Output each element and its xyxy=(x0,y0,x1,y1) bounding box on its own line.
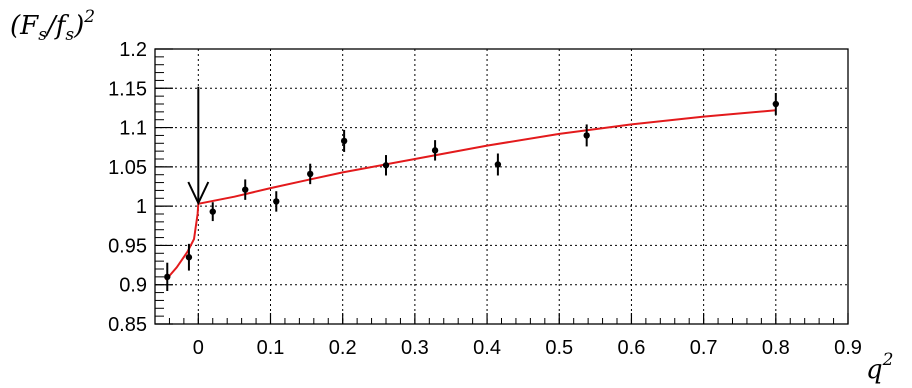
data-point xyxy=(307,170,314,178)
grid-layer xyxy=(155,49,848,324)
x-tick-label: 0.9 xyxy=(834,337,862,359)
data-point xyxy=(185,254,193,261)
x-tick-label: 0.6 xyxy=(618,337,646,359)
y-title-F-sub: s xyxy=(38,25,47,45)
x-tick-label: 0.4 xyxy=(473,337,501,359)
tick-marks xyxy=(154,48,849,325)
x-tick-label: 0.7 xyxy=(690,337,718,359)
data-point xyxy=(242,186,249,193)
y-tick-label: 1 xyxy=(136,196,147,218)
x-tick-label: 0.2 xyxy=(329,337,357,359)
fit-curve xyxy=(165,109,776,281)
data-point xyxy=(431,147,439,154)
x-tick-label: 0.3 xyxy=(401,337,429,359)
y-title-open: ( xyxy=(10,11,21,41)
arrow-head xyxy=(187,181,210,206)
x-title-power: 2 xyxy=(882,350,894,370)
data-points-layer xyxy=(164,93,780,291)
y-title-f-sub: s xyxy=(65,25,74,45)
data-point xyxy=(494,161,502,168)
annotation-layer xyxy=(187,86,210,206)
y-title-close: ) xyxy=(73,11,84,41)
data-point xyxy=(340,137,348,145)
y-title-power: 2 xyxy=(83,7,95,27)
plot-border xyxy=(154,48,849,325)
y-tick-label: 1.15 xyxy=(108,78,147,100)
y-tick-label: 0.95 xyxy=(108,235,147,257)
data-point xyxy=(273,198,280,205)
x-tick-label: 0.5 xyxy=(545,337,573,359)
y-tick-label: 1.05 xyxy=(108,157,147,179)
y-title-F: F xyxy=(19,11,39,41)
x-tick-label: 0.1 xyxy=(257,337,285,359)
y-tick-label: 0.85 xyxy=(108,314,147,336)
data-point xyxy=(209,208,216,215)
plot-frame xyxy=(154,48,849,325)
fit-curve-layer xyxy=(165,109,776,281)
x-tick-label: 0.8 xyxy=(762,337,790,359)
y-title-slash: / xyxy=(44,11,58,41)
data-point xyxy=(164,273,171,281)
data-point xyxy=(772,100,780,108)
y-axis-title: (Fs/fs)2 xyxy=(10,7,95,45)
tick-label-layer: 0 0.1 0.2 0.3 0.4 0.5 0.6 0.7 0.8 0.9 0.85 0.9 0.95 1… xyxy=(108,39,862,359)
data-point xyxy=(382,162,390,169)
data-point xyxy=(583,132,590,139)
y-tick-label: 1.1 xyxy=(119,118,147,140)
x-tick-label: 0 xyxy=(193,337,204,359)
x-axis-title: q2 xyxy=(866,350,893,385)
x-title-q: q xyxy=(866,355,883,385)
y-tick-label: 1.2 xyxy=(119,39,147,61)
y-tick-label: 0.9 xyxy=(119,275,147,297)
